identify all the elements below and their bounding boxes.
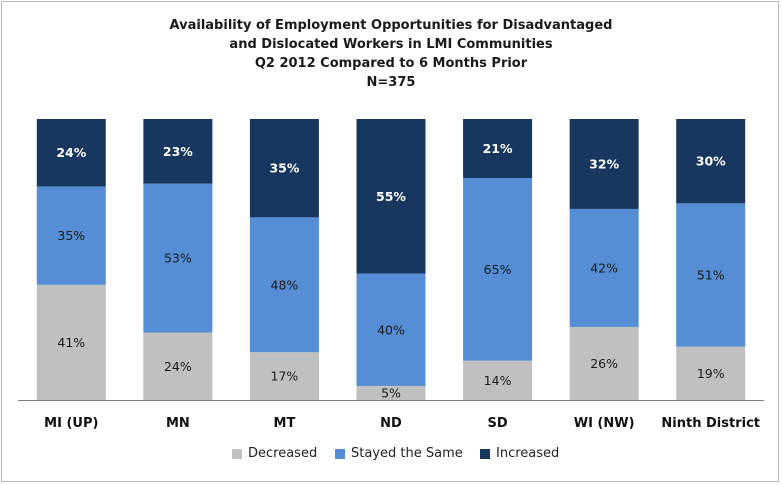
bar-decreased-sd [463, 360, 533, 400]
data-label-decreased-mn: 24% [164, 359, 192, 374]
legend-label-stayed-the-same: Stayed the Same [351, 446, 463, 461]
data-label-increased-wi-nw: 32% [589, 156, 619, 171]
legend-swatch-increased [480, 448, 490, 459]
chart-title-line-2: and Dislocated Workers in LMI Communitie… [229, 37, 553, 52]
legend-label-decreased: Decreased [248, 446, 318, 461]
bar-stayed-the-same-ninth-district [676, 203, 746, 347]
bar-increased-ninth-district [676, 119, 746, 204]
bar-increased-mn [143, 119, 213, 184]
bar-decreased-mt [249, 352, 319, 400]
data-label-decreased-mt: 17% [271, 369, 299, 384]
data-label-increased-mt: 35% [269, 161, 299, 176]
legend-label-increased: Increased [496, 446, 560, 461]
bar-stayed-the-same-nd [356, 273, 426, 386]
category-label-ninth-district: Ninth District [661, 416, 760, 431]
bar-increased-sd [463, 119, 533, 179]
data-label-decreased-ninth-district: 19% [697, 366, 725, 381]
bar-increased-mi-up [36, 119, 106, 187]
data-label-increased-ninth-district: 30% [696, 154, 726, 169]
data-label-increased-sd: 21% [483, 141, 513, 156]
bar-decreased-wi-nw [569, 326, 639, 400]
data-label-decreased-nd: 5% [381, 385, 401, 400]
bar-decreased-mn [143, 332, 213, 400]
data-label-stayed-the-same-mi-up: 35% [57, 228, 85, 243]
chart-title-line-3: Q2 2012 Compared to 6 Months Prior [254, 56, 528, 71]
category-label-mn: MN [166, 416, 190, 431]
bar-stayed-the-same-wi-nw [569, 208, 639, 327]
bar-decreased-ninth-district [676, 346, 746, 400]
data-label-stayed-the-same-sd: 65% [484, 262, 512, 277]
category-label-sd: SD [487, 416, 507, 431]
data-label-stayed-the-same-mt: 48% [271, 277, 299, 292]
chart-title: Availability of Employment Opportunities… [0, 16, 782, 92]
data-label-stayed-the-same-wi-nw: 42% [590, 260, 618, 275]
data-label-decreased-mi-up: 41% [57, 335, 85, 350]
data-label-increased-mi-up: 24% [56, 145, 86, 160]
category-label-nd: ND [380, 416, 402, 431]
legend-swatch-decreased [232, 448, 242, 459]
bar-increased-wi-nw [569, 119, 639, 209]
legend-item-increased: Increased [480, 446, 559, 461]
category-label-mt: MT [274, 416, 296, 431]
bar-stayed-the-same-sd [463, 178, 533, 361]
legend-item-stayed-the-same: Stayed the Same [335, 446, 463, 461]
chart-title-line-4: N=375 [366, 75, 416, 90]
bar-increased-nd [356, 119, 426, 274]
bar-decreased-mi-up [36, 284, 106, 400]
legend-swatch-stayed-the-same [335, 448, 345, 459]
bar-decreased-nd [356, 385, 426, 400]
bar-stayed-the-same-mn [143, 183, 213, 333]
bar-stayed-the-same-mi-up [36, 186, 106, 285]
data-label-decreased-wi-nw: 26% [590, 356, 618, 371]
data-label-stayed-the-same-nd: 40% [377, 322, 405, 337]
data-label-increased-nd: 55% [376, 189, 406, 204]
category-label-wi-nw: WI (NW) [574, 416, 635, 431]
data-label-stayed-the-same-mn: 53% [164, 251, 192, 266]
legend-item-decreased: Decreased [232, 446, 317, 461]
data-label-decreased-sd: 14% [484, 373, 512, 388]
category-label-mi-up: MI (UP) [44, 416, 98, 431]
data-label-increased-mn: 23% [163, 144, 193, 159]
chart-title-line-1: Availability of Employment Opportunities… [169, 18, 613, 33]
bar-stayed-the-same-mt [249, 217, 319, 353]
data-label-stayed-the-same-ninth-district: 51% [697, 267, 725, 282]
bar-increased-mt [249, 119, 319, 218]
chart-legend: Decreased Stayed the Same Increased [0, 446, 782, 466]
